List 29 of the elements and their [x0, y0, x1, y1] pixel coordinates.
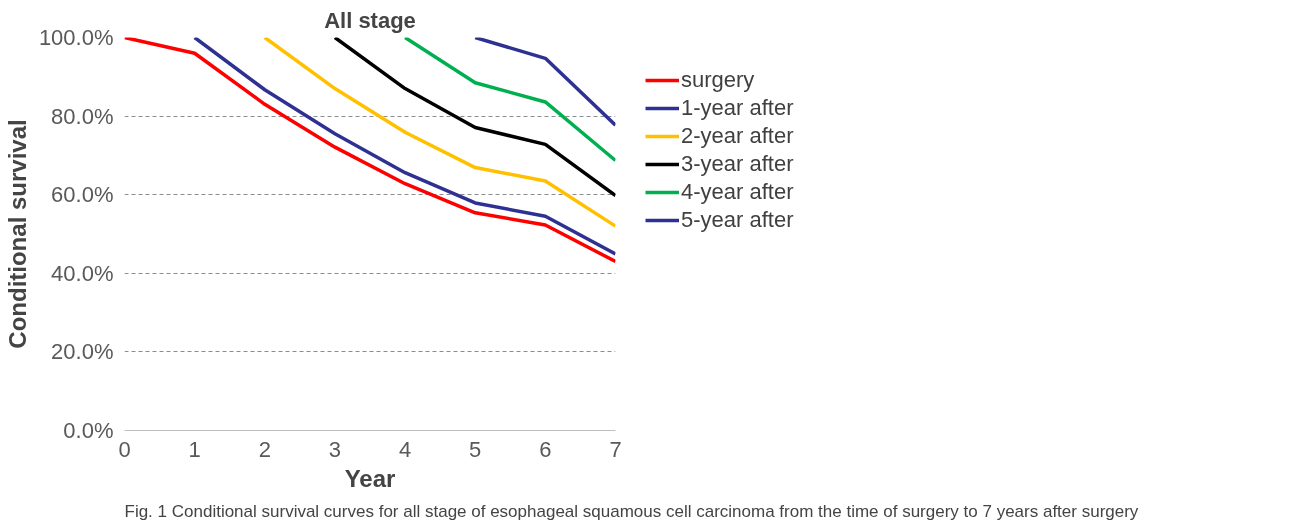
y-axis-title: Conditional survival: [3, 119, 31, 349]
line-series: [403, 37, 616, 163]
x-tick-label: 6: [539, 436, 552, 462]
x-axis-title: Year: [344, 464, 396, 492]
y-tick-label: 60.0%: [51, 182, 114, 208]
legend-label: 1-year after: [681, 95, 794, 121]
y-tick-label: 20.0%: [51, 339, 114, 365]
legend-label: 3-year after: [681, 151, 794, 177]
x-tick-label: 5: [469, 436, 482, 462]
y-tick-label: 0.0%: [63, 418, 114, 443]
y-tick-label: 100.0%: [38, 25, 114, 50]
x-tick-label: 3: [328, 436, 342, 462]
line-series: [263, 37, 616, 228]
x-tick-label: 1: [188, 436, 201, 462]
x-tick-label: 7: [609, 436, 622, 462]
x-tick-label: 2: [258, 436, 271, 462]
caption: Fig. 1 Conditional survival curves for all stage of esophageal squamous cell carcinoma from the time of surgery to 7 years after surgery: [124, 501, 1139, 521]
x-tick-label: 0: [118, 436, 131, 462]
line-series: [333, 37, 616, 198]
x-tick-label: 4: [398, 436, 412, 462]
legend-label: 2-year after: [681, 123, 794, 149]
chart-title: All stage: [324, 7, 416, 33]
legend-label: 4-year after: [681, 179, 794, 205]
line-series: [192, 37, 616, 256]
y-tick-label: 40.0%: [51, 260, 114, 286]
y-tick-label: 80.0%: [51, 103, 114, 129]
legend-label: 5-year after: [681, 207, 794, 233]
legend-label: surgery: [681, 67, 755, 93]
line-series: [124, 37, 616, 264]
